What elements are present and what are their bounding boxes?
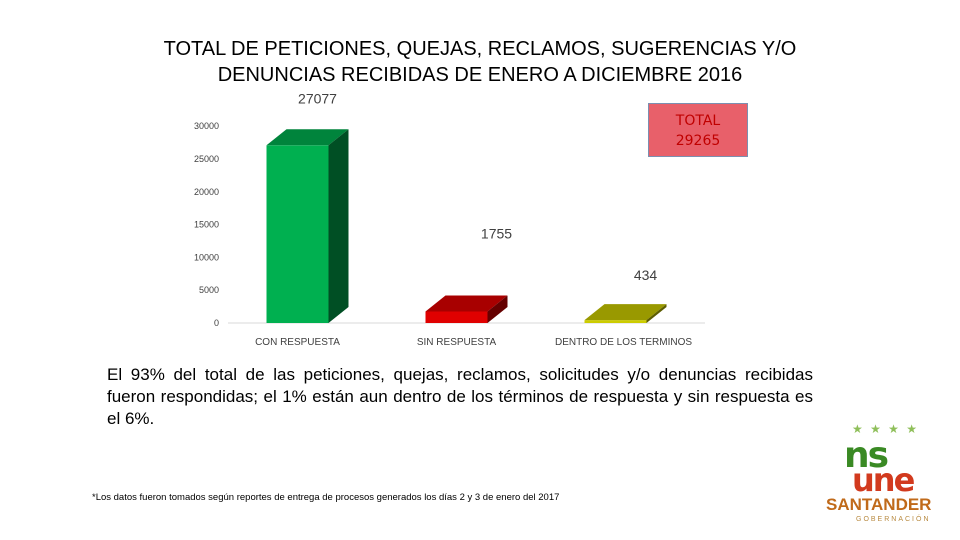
data-label: 434	[634, 267, 658, 283]
category-label: CON RESPUESTA	[255, 337, 340, 348]
y-tick-label: 15000	[194, 220, 219, 230]
bar	[425, 311, 488, 323]
logo-stars-icon: ★ ★ ★ ★	[852, 422, 920, 436]
logo-santander: SANTANDER	[826, 495, 932, 514]
bar-side	[487, 295, 508, 323]
santander-logo: ★ ★ ★ ★ ns une SANTANDER GOBERNACIÓN	[822, 420, 950, 535]
data-label: 27077	[298, 90, 337, 106]
bar	[266, 145, 329, 323]
bar-side	[328, 129, 349, 323]
chart-title: TOTAL DE PETICIONES, QUEJAS, RECLAMOS, S…	[60, 36, 900, 88]
bar-top	[425, 295, 508, 312]
y-tick-label: 10000	[194, 252, 219, 262]
bar	[584, 320, 647, 323]
y-tick-label: 20000	[194, 187, 219, 197]
logo-gobernacion: GOBERNACIÓN	[856, 516, 931, 523]
total-box: TOTAL 29265	[648, 103, 748, 157]
y-tick-label: 30000	[194, 121, 219, 131]
bar-top	[266, 129, 349, 146]
total-value: 29265	[675, 133, 721, 149]
category-label: SIN RESPUESTA	[417, 337, 497, 348]
footnote: *Los datos fueron tomados según reportes…	[92, 492, 560, 503]
logo-une: une	[852, 461, 915, 499]
category-label: DENTRO DE LOS TERMINOS	[555, 337, 692, 348]
logo-ns: ns	[844, 435, 889, 476]
data-label: 1755	[481, 225, 512, 241]
title-line-2: DENUNCIAS RECIBIDAS DE ENERO A DICIEMBRE…	[217, 64, 743, 86]
bar-top	[584, 304, 667, 321]
total-label: TOTAL	[675, 113, 721, 129]
summary-text: El 93% del total de las peticiones, quej…	[107, 365, 813, 428]
y-tick-label: 0	[214, 318, 219, 328]
bar-side	[646, 304, 667, 323]
y-tick-label: 5000	[199, 285, 219, 295]
y-tick-label: 25000	[194, 154, 219, 164]
title-line-1: TOTAL DE PETICIONES, QUEJAS, RECLAMOS, S…	[163, 38, 797, 60]
